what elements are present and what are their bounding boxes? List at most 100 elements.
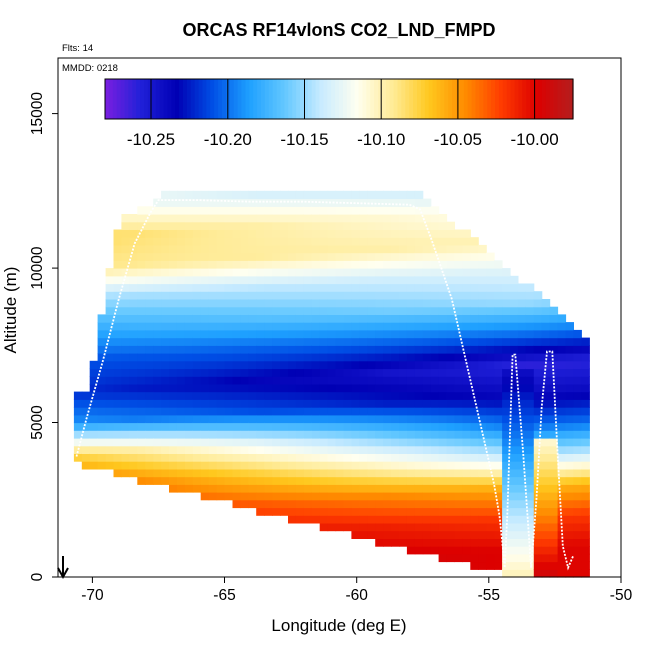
heatmap-cell <box>208 368 218 377</box>
heatmap-cell <box>89 453 99 462</box>
heatmap-cell <box>311 306 321 315</box>
heatmap-cell <box>517 546 527 555</box>
heatmap-cell <box>454 299 463 308</box>
colorbar-segment <box>229 79 235 119</box>
heatmap-cell <box>359 329 368 339</box>
heatmap-cell <box>510 492 519 501</box>
heatmap-cell <box>256 453 265 462</box>
heatmap-cell <box>184 314 194 323</box>
heatmap-cell <box>573 353 582 362</box>
heatmap-cell <box>478 484 487 493</box>
heatmap-cell <box>176 221 186 230</box>
heatmap-cell <box>422 337 432 346</box>
heatmap-cell <box>581 399 590 408</box>
heatmap-cell <box>303 399 313 408</box>
heatmap-cell <box>137 399 146 408</box>
heatmap-cell <box>446 438 455 447</box>
heatmap-cell <box>153 260 162 269</box>
heatmap-cell <box>399 399 408 408</box>
heatmap-cell <box>470 561 479 570</box>
heatmap-cell <box>399 430 408 439</box>
heatmap-cell <box>272 445 281 454</box>
heatmap-cell <box>430 299 440 308</box>
heatmap-cell <box>264 399 273 408</box>
heatmap-cell <box>192 368 202 377</box>
heatmap-cell <box>184 237 194 246</box>
heatmap-cell <box>288 515 297 524</box>
heatmap-cell <box>280 275 289 285</box>
heatmap-cell <box>105 407 115 416</box>
heatmap-cell <box>430 522 440 532</box>
heatmap-cell <box>549 414 559 424</box>
heatmap-cell <box>414 190 424 200</box>
heatmap-cell <box>406 399 416 408</box>
heatmap-cell <box>216 329 226 339</box>
heatmap-cell <box>486 522 495 532</box>
heatmap-cell <box>351 453 360 462</box>
heatmap-cell <box>81 430 91 439</box>
heatmap-cell <box>169 214 178 223</box>
heatmap-cell <box>295 468 305 478</box>
heatmap-cell <box>391 206 400 215</box>
heatmap-cell <box>303 383 313 393</box>
heatmap-cell <box>327 407 337 416</box>
heatmap-cell <box>533 430 543 439</box>
heatmap-cell <box>367 515 376 524</box>
heatmap-cell <box>248 337 257 346</box>
heatmap-cell <box>248 476 257 485</box>
heatmap-cell <box>192 337 202 346</box>
heatmap-cell <box>541 499 551 509</box>
heatmap-cell <box>414 530 424 539</box>
colorbar-segment <box>167 79 172 119</box>
heatmap-cell <box>375 260 384 269</box>
heatmap-cell <box>137 229 146 238</box>
colorbar-segment <box>186 79 192 119</box>
heatmap-cell <box>462 407 471 416</box>
heatmap-cell <box>145 422 154 431</box>
heatmap-cell <box>169 291 178 300</box>
heatmap-cell <box>343 445 352 454</box>
heatmap-cell <box>462 461 471 470</box>
colorbar-segment <box>140 79 145 119</box>
heatmap-cell <box>351 368 360 377</box>
heatmap-cell <box>161 283 170 292</box>
heatmap-cell <box>232 260 241 269</box>
heatmap-cell <box>288 453 297 462</box>
heatmap-cell <box>430 337 440 346</box>
heatmap-cell <box>383 337 392 346</box>
heatmap-cell <box>486 260 495 269</box>
heatmap-cell <box>208 275 218 285</box>
heatmap-cell <box>525 430 535 439</box>
heatmap-cell <box>391 445 400 454</box>
heatmap-cell <box>264 291 273 300</box>
heatmap-cell <box>517 422 527 431</box>
heatmap-cell <box>184 407 194 416</box>
heatmap-cell <box>272 190 281 200</box>
heatmap-cell <box>351 515 360 524</box>
heatmap-cell <box>176 190 186 200</box>
heatmap-cell <box>145 376 154 385</box>
heatmap-cell <box>184 430 194 439</box>
heatmap-cell <box>81 422 91 431</box>
heatmap-cell <box>517 438 527 447</box>
heatmap-cell <box>105 399 115 408</box>
heatmap-cell <box>494 353 503 362</box>
heatmap-cell <box>264 438 273 447</box>
heatmap-cell <box>573 553 582 563</box>
heatmap-cell <box>303 198 313 207</box>
heatmap-cell <box>280 252 289 261</box>
colorbar-segment <box>467 79 473 119</box>
heatmap-cell <box>200 329 210 339</box>
heatmap-cell <box>351 383 360 393</box>
heatmap-cell <box>438 522 448 532</box>
heatmap-cell <box>256 291 265 300</box>
heatmap-cell <box>335 275 344 285</box>
heatmap-cell <box>280 391 289 400</box>
heatmap-cell <box>557 414 567 424</box>
heatmap-cell <box>288 198 297 207</box>
heatmap-cell <box>462 414 471 424</box>
heatmap-cell <box>335 229 344 238</box>
heatmap-cell <box>200 252 210 261</box>
heatmap-cell <box>288 221 297 230</box>
heatmap-cell <box>232 422 241 431</box>
